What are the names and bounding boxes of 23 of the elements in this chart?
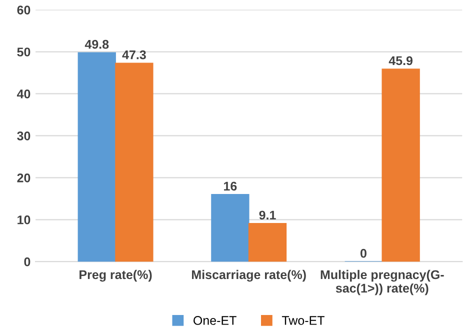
x-tick-label: Miscarriage rate(%) xyxy=(192,270,306,282)
x-tick-label: Multiple pregnacy(G- sac(1>)) rate(%) xyxy=(320,270,444,296)
bar xyxy=(78,52,116,262)
data-label: 45.9 xyxy=(388,56,413,66)
bar xyxy=(115,62,154,262)
y-tick-label: 50 xyxy=(17,48,30,56)
y-tick-label: 30 xyxy=(17,132,30,140)
y-tick-label: 10 xyxy=(18,215,30,224)
bar xyxy=(248,222,287,262)
data-label: 0 xyxy=(360,248,366,258)
y-tick-label: 60 xyxy=(17,6,30,14)
legend-label: One-ET xyxy=(194,316,236,325)
y-tick-label: 0 xyxy=(24,257,30,266)
legend-label: Two-ET xyxy=(282,316,324,325)
data-label: 47.3 xyxy=(122,50,146,60)
bar xyxy=(382,68,420,262)
data-label: 16 xyxy=(224,182,237,191)
y-tick-label: 20 xyxy=(17,173,30,182)
y-tick-label: 40 xyxy=(16,90,30,98)
x-tick-label: Preg rate(%) xyxy=(80,270,152,282)
data-label: 49.8 xyxy=(84,40,109,49)
data-label: 9.1 xyxy=(259,210,276,220)
bar xyxy=(211,194,250,262)
